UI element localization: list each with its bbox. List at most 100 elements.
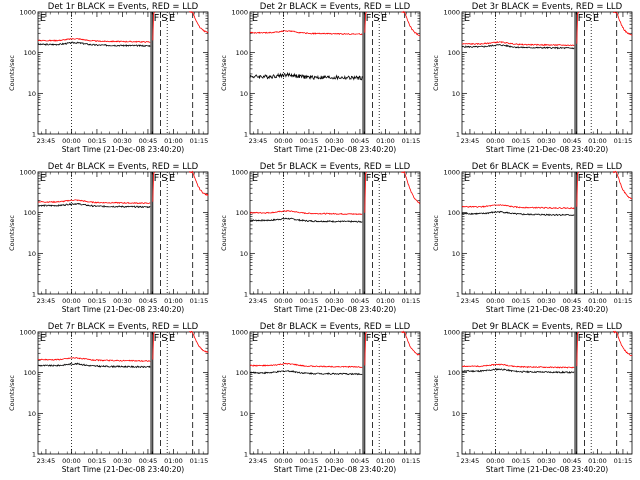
marker-label: F — [578, 173, 584, 184]
x-tick-label: 01:00 — [164, 457, 183, 465]
x-tick-label: 00:45 — [563, 137, 582, 145]
y-tick-label: 1000 — [443, 169, 460, 177]
marker-label: F — [366, 333, 372, 344]
y-axis-label: Counts/sec — [220, 215, 228, 251]
events-series-line — [37, 362, 151, 369]
x-axis-label: Start Time (21-Dec-08 23:40:20) — [62, 305, 184, 314]
lld-post-rise-line — [613, 330, 633, 357]
x-tick-label: 00:30 — [325, 457, 344, 465]
x-tick-label: 00:00 — [486, 457, 505, 465]
y-tick-label: 10 — [28, 250, 36, 258]
x-tick-label: 00:00 — [62, 297, 81, 305]
marker-label: S — [585, 173, 591, 184]
x-tick-label: 23:45 — [37, 297, 56, 305]
plot-frame — [249, 11, 421, 135]
x-tick-label: 00:00 — [274, 137, 293, 145]
panel-det-7: Det 7r BLACK = Events, RED = LLD 1 10 100 10… — [8, 322, 209, 474]
lld-post-rise-line — [189, 11, 209, 34]
marker-label: E — [381, 333, 387, 344]
y-tick-label: 10 — [240, 410, 248, 418]
x-tick-label: 01:15 — [402, 457, 421, 465]
lld-spike-line — [152, 331, 155, 360]
x-axis-label: Start Time (21-Dec-08 23:40:20) — [62, 145, 184, 154]
y-tick-label: 10 — [28, 410, 36, 418]
panel-title: Det 2r BLACK = Events, RED = LLD — [260, 2, 411, 12]
marker-label: E — [593, 173, 599, 184]
x-tick-label: 00:15 — [88, 297, 107, 305]
y-tick-label: 100 — [24, 369, 36, 377]
x-tick-label: 00:45 — [351, 297, 370, 305]
lld-series-line — [37, 37, 151, 43]
x-axis-label: Start Time (21-Dec-08 23:40:20) — [274, 465, 396, 474]
panel-det-8: Det 8r BLACK = Events, RED = LLD 1 10 100 10… — [220, 322, 421, 474]
marker-label: S — [161, 13, 167, 24]
events-series-line — [249, 369, 363, 376]
x-tick-label: 00:15 — [88, 457, 107, 465]
y-tick-label: 1 — [32, 451, 36, 459]
x-tick-label: 00:15 — [300, 137, 319, 145]
y-axis-label: Counts/sec — [432, 375, 440, 411]
lld-spike-line — [576, 331, 579, 367]
x-tick-label: 00:30 — [537, 137, 556, 145]
lld-spike-line — [152, 11, 155, 41]
lld-post-rise-line — [401, 171, 421, 205]
x-tick-label: 00:45 — [139, 137, 158, 145]
marker-label: F — [154, 13, 160, 24]
plot-frame — [461, 171, 633, 295]
events-series-line — [37, 41, 151, 48]
panel-title: Det 8r BLACK = Events, RED = LLD — [260, 322, 411, 332]
marker-label: S — [161, 173, 167, 184]
marker-label: E — [381, 173, 387, 184]
x-tick-label: 00:30 — [325, 137, 344, 145]
marker-label: E — [40, 173, 46, 184]
y-tick-label: 1 — [456, 291, 460, 299]
y-tick-label: 100 — [236, 209, 248, 217]
y-tick-label: 1000 — [231, 329, 248, 337]
plot-frame — [37, 171, 209, 295]
panel-title: Det 4r BLACK = Events, RED = LLD — [48, 162, 199, 172]
x-axis-label: Start Time (21-Dec-08 23:40:20) — [486, 465, 608, 474]
y-axis-label: Counts/sec — [8, 375, 16, 411]
lld-series-line — [37, 357, 151, 362]
y-tick-label: 10 — [240, 90, 248, 98]
x-tick-label: 23:45 — [249, 137, 268, 145]
lld-post-rise-line — [401, 10, 421, 36]
x-tick-label: 00:45 — [563, 297, 582, 305]
y-tick-label: 100 — [24, 209, 36, 217]
panel-title: Det 3r BLACK = Events, RED = LLD — [472, 2, 623, 12]
y-tick-label: 100 — [448, 209, 460, 217]
y-axis-label: Counts/sec — [432, 215, 440, 251]
lld-series-line — [461, 204, 575, 210]
marker-label: F — [366, 173, 372, 184]
marker-label: S — [373, 333, 379, 344]
marker-label: E — [169, 333, 175, 344]
y-tick-label: 1000 — [443, 9, 460, 17]
y-axis-label: Counts/sec — [220, 375, 228, 411]
x-tick-label: 23:45 — [461, 297, 480, 305]
y-tick-label: 1 — [244, 451, 248, 459]
y-tick-label: 1000 — [231, 9, 248, 17]
y-tick-label: 100 — [448, 49, 460, 57]
lld-post-rise-line — [613, 11, 633, 36]
y-tick-label: 1 — [244, 291, 248, 299]
x-tick-label: 23:45 — [249, 457, 268, 465]
lld-spike-line — [576, 11, 579, 44]
y-tick-label: 1 — [456, 131, 460, 139]
y-tick-label: 1000 — [231, 169, 248, 177]
lld-series-line — [461, 40, 575, 47]
plot-frame — [37, 11, 209, 135]
panel-det-6: Det 6r BLACK = Events, RED = LLD 1 10 100 10… — [432, 162, 633, 314]
x-tick-label: 00:45 — [139, 457, 158, 465]
x-tick-label: 01:00 — [588, 457, 607, 465]
x-tick-label: 23:45 — [461, 457, 480, 465]
x-tick-label: 00:15 — [512, 457, 531, 465]
plot-frame — [249, 331, 421, 455]
lld-series-line — [249, 362, 363, 369]
lld-spike-line — [364, 11, 367, 33]
marker-label: E — [169, 13, 175, 24]
x-tick-label: 01:15 — [402, 297, 421, 305]
x-tick-label: 00:15 — [88, 137, 107, 145]
x-axis-label: Start Time (21-Dec-08 23:40:20) — [274, 305, 396, 314]
x-tick-label: 00:45 — [139, 297, 158, 305]
plot-frame — [37, 331, 209, 455]
